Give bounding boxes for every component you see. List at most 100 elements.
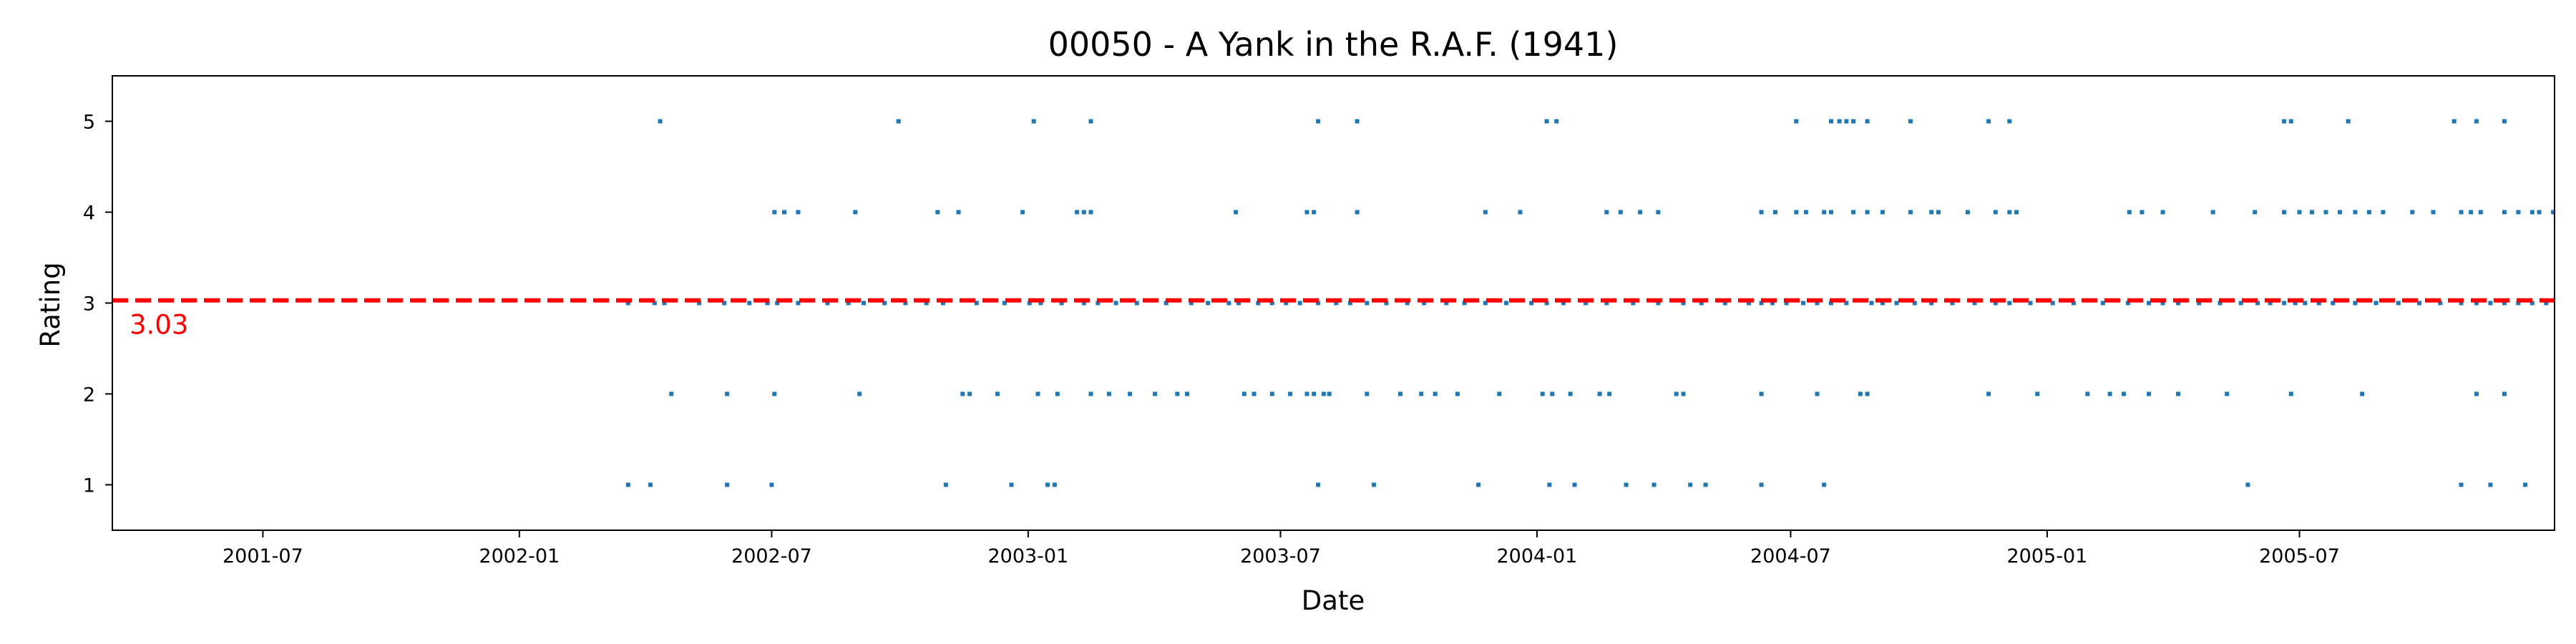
- data-point: [1269, 301, 1274, 306]
- data-point: [1355, 119, 1360, 124]
- x-tick-label: 2002-01: [479, 545, 560, 567]
- data-point: [2071, 301, 2076, 306]
- data-point: [2218, 301, 2223, 306]
- data-point: [1773, 210, 1777, 215]
- data-point: [775, 301, 780, 306]
- data-point: [1234, 210, 1239, 215]
- data-point: [662, 301, 667, 306]
- data-point: [2529, 210, 2534, 215]
- data-point: [2282, 301, 2287, 306]
- data-point: [2373, 301, 2379, 306]
- data-point: [1770, 301, 1775, 306]
- data-point: [1604, 301, 1609, 306]
- data-point: [1081, 210, 1086, 215]
- data-point: [1624, 482, 1629, 487]
- data-point: [1851, 210, 1856, 215]
- data-point: [846, 301, 851, 306]
- data-point: [967, 391, 972, 396]
- data-point: [1304, 391, 1309, 396]
- data-point: [1529, 301, 1534, 306]
- data-point: [1128, 391, 1133, 396]
- data-point: [1801, 301, 1805, 306]
- x-tick-label: 2005-07: [2259, 545, 2340, 567]
- data-point: [2297, 210, 2302, 215]
- data-point: [1312, 391, 1317, 396]
- data-point: [1993, 210, 1998, 215]
- data-point: [2303, 301, 2308, 306]
- data-point: [995, 391, 1000, 396]
- data-point: [2176, 391, 2180, 396]
- data-point: [2007, 210, 2012, 215]
- data-point: [941, 301, 945, 306]
- data-point: [1088, 391, 1093, 396]
- data-point: [1544, 119, 1549, 124]
- data-point: [1433, 391, 1438, 396]
- data-point: [903, 301, 908, 306]
- data-point: [1483, 301, 1488, 306]
- data-point: [1759, 391, 1764, 396]
- data-point: [1497, 391, 1502, 396]
- data-point: [1419, 391, 1424, 396]
- data-point: [1462, 301, 1467, 306]
- data-point: [2459, 301, 2464, 306]
- axes: 2001-07 2002-01 2002-07 2003-01 2003-07 2004-…: [83, 75, 2555, 567]
- data-point: [1009, 482, 1014, 487]
- y-tick-label: 1: [83, 475, 95, 497]
- data-point: [1476, 482, 1481, 487]
- data-point: [1384, 301, 1389, 306]
- data-point: [796, 301, 801, 306]
- data-point: [2028, 301, 2033, 306]
- data-point: [1206, 301, 1211, 306]
- data-point: [2502, 301, 2507, 306]
- data-point: [1604, 210, 1609, 215]
- data-point: [2210, 210, 2215, 215]
- data-point: [1929, 301, 1934, 306]
- data-point: [1894, 301, 1899, 306]
- data-point: [1547, 482, 1552, 487]
- data-point: [1327, 391, 1332, 396]
- data-point: [725, 391, 730, 396]
- data-point: [669, 391, 674, 396]
- data-point: [1027, 301, 1032, 306]
- data-point: [1584, 301, 1589, 306]
- data-point: [772, 391, 777, 396]
- data-point: [2488, 482, 2493, 487]
- data-point: [1993, 301, 1998, 306]
- data-point: [2537, 210, 2542, 215]
- x-axis-label: Date: [1302, 585, 1365, 616]
- data-point: [1540, 391, 1545, 396]
- data-point: [1759, 210, 1764, 215]
- data-point: [625, 482, 630, 487]
- data-point: [1681, 391, 1686, 396]
- data-point: [1631, 301, 1636, 306]
- data-point: [2469, 210, 2474, 215]
- data-point: [1699, 301, 1704, 306]
- data-point: [2107, 391, 2112, 396]
- data-point: [1312, 210, 1317, 215]
- data-point: [1347, 301, 1352, 306]
- data-point: [1722, 301, 1727, 306]
- y-tick-label: 2: [83, 384, 95, 406]
- data-point: [1075, 210, 1080, 215]
- data-point: [2396, 301, 2401, 306]
- data-point: [1405, 301, 1410, 306]
- data-point: [956, 210, 961, 215]
- data-point: [625, 301, 630, 306]
- data-point: [1550, 391, 1555, 396]
- data-point: [1865, 210, 1870, 215]
- data-point: [896, 119, 901, 124]
- data-point: [1829, 301, 1833, 306]
- data-point: [2268, 301, 2273, 306]
- data-point: [2323, 210, 2328, 215]
- data-point: [2523, 482, 2528, 487]
- data-point: [1688, 482, 1693, 487]
- data-point: [1681, 301, 1686, 306]
- data-point: [2014, 210, 2019, 215]
- data-point: [1656, 301, 1661, 306]
- data-point: [2516, 210, 2521, 215]
- data-point: [2160, 210, 2165, 215]
- data-point: [1113, 301, 1118, 306]
- data-point: [862, 301, 866, 306]
- data-point: [2459, 210, 2464, 215]
